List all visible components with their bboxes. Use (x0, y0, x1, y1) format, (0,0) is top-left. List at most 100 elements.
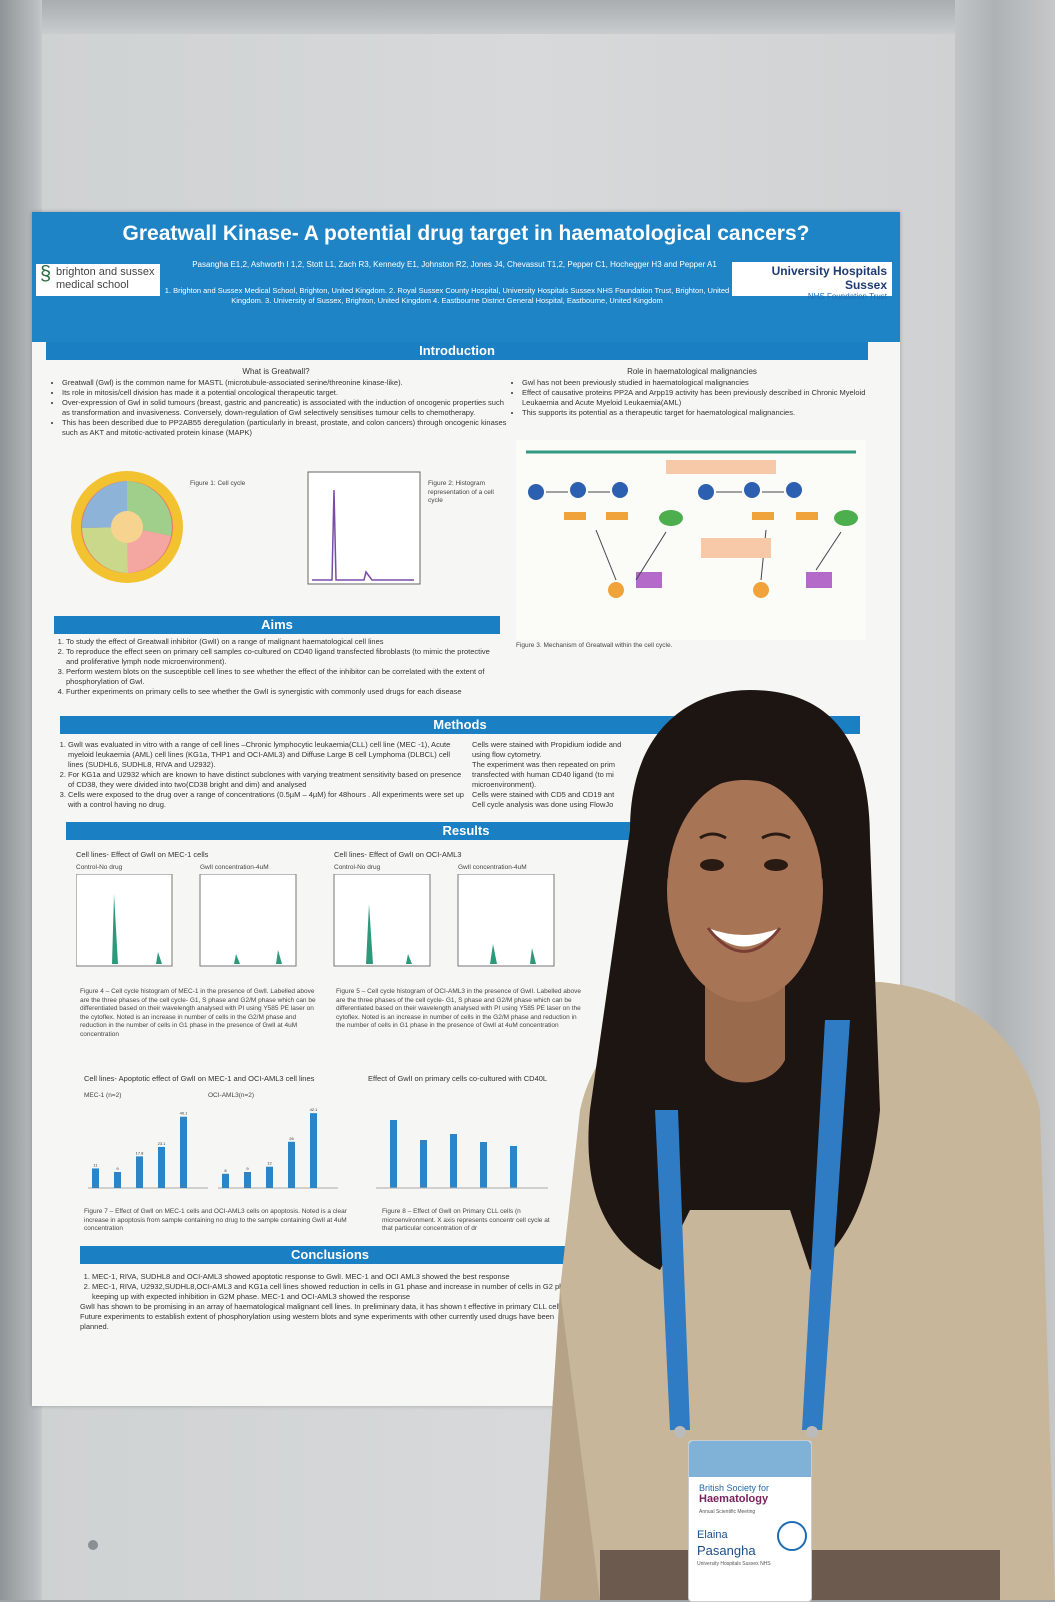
board-top-frame (0, 0, 1055, 34)
apoptosis-bar-label: 8 (224, 1168, 227, 1173)
bsms-logo-mark: § (40, 263, 52, 285)
poster-title: Greatwall Kinase- A potential drug targe… (122, 222, 810, 245)
list-item: microenvironment). (472, 780, 537, 789)
figure-1-caption: Figure 1: Cell cycle (190, 480, 246, 487)
list-item: Perform western blots on the susceptible… (66, 667, 504, 687)
badge-last-name: Pasangha (697, 1543, 756, 1558)
list-item: Its role in mitosis/cell division has ma… (62, 388, 507, 398)
apoptosis-bar (114, 1172, 121, 1188)
introduction-heading: Introduction (46, 342, 868, 360)
apoptosis-bar-label: 23.1 (158, 1141, 167, 1146)
primary-cells-bar-chart (376, 1120, 548, 1189)
list-item: transfected with human CD40 ligand (to m… (472, 770, 614, 779)
figure-4-caption: Figure 4 – Cell cycle histogram of MEC-1… (80, 988, 316, 1038)
apoptosis-bar (266, 1166, 273, 1188)
list-item: using flow cytometry. (472, 750, 542, 759)
bsms-logo: § brighton and sussex medical school (36, 264, 160, 296)
list-item: Greatwall (Gwl) is the common name for M… (62, 378, 507, 388)
uhs-logo-text: University Hospitals Sussex (771, 264, 887, 292)
figure-3-caption: Figure 3. Mechanism of Greatwall within … (516, 642, 673, 649)
mec1-control-label: Control-No drug (76, 864, 123, 871)
conclusions-list: MEC-1, RIVA, SUDHL8 and OCI-AML3 showed … (80, 1272, 580, 1332)
apoptosis-bar (158, 1146, 165, 1188)
mec1-panel-title: Cell lines- Effect of GwlI on MEC-1 cell… (76, 850, 209, 859)
apoptosis-bar (244, 1172, 251, 1188)
list-item: Cells were stained with CD5 and CD19 ant (472, 790, 615, 799)
apoptosis-bar (92, 1168, 99, 1188)
oci-panel-title: Cell lines- Effect of GwlI on OCI-AML3 (334, 850, 462, 859)
badge-affiliation: University Hospitals Sussex NHS (697, 1561, 771, 1567)
role-heading: Role in haematological malignancies (627, 367, 757, 376)
badge-banner-image (689, 1441, 811, 1477)
apoptosis-bar-label: 17.8 (136, 1150, 145, 1155)
list-item: This supports its potential as a therape… (522, 408, 872, 418)
what-is-greatwall-list: Greatwall (Gwl) is the common name for M… (52, 378, 507, 438)
figure-5-caption: Figure 5 – Cell cycle histogram of OCI-A… (336, 988, 581, 1029)
list-item: To reproduce the effect seen on primary … (66, 647, 504, 667)
list-item: This has been described due to PP2AB55 d… (62, 418, 507, 438)
conclusions-heading: Conclusions (80, 1246, 580, 1264)
apoptosis-bar (288, 1141, 295, 1188)
board-screw (88, 1540, 98, 1550)
list-item: Over-expression of Gwl in solid tumours … (62, 398, 507, 418)
oci-control-label: Control-No drug (334, 864, 381, 871)
apoptosis-bar-label: 9 (116, 1166, 119, 1171)
figure-2-caption: Figure 2: Histogram representation of a … (428, 480, 494, 504)
presenter-photo (540, 690, 1055, 1600)
apoptosis-bar (180, 1116, 187, 1188)
research-poster: Greatwall Kinase- A potential drug targe… (32, 212, 900, 1406)
list-item: To study the effect of Greatwall inhibit… (66, 637, 504, 647)
list-item: Cells were exposed to the drug over a ra… (68, 790, 466, 810)
apoptosis-title: Cell lines- Apoptotic effect of GwlI on … (84, 1074, 315, 1083)
apoptosis-bar-label: 11 (93, 1162, 98, 1167)
oci-drug-label: GwlI concentration-4uM (458, 864, 527, 871)
list-item: The experiment was then repeated on prim (472, 760, 615, 769)
apoptosis-bar-charts: 11 9 17.8 23.1 40.1 8 9 12 26 42.1 (88, 1107, 338, 1189)
list-item: Gwl has not been previously studied in h… (522, 378, 872, 388)
list-item: MEC-1, RIVA, SUDHL8 and OCI-AML3 showed … (92, 1272, 580, 1282)
figure-8-caption: Figure 8 – Effect of GwlI on Primary CLL… (382, 1208, 550, 1232)
aims-list: To study the effect of Greatwall inhibit… (54, 637, 504, 697)
oci-bar-label: OCI-AML3(n=2) (208, 1092, 255, 1099)
figure-7-caption: Figure 7 – Effect of GwlI on MEC-1 cells… (84, 1208, 347, 1232)
poster-affiliations: 1. Brighton and Sussex Medical School, B… (164, 286, 730, 305)
apoptosis-bar-label: 42.1 (310, 1107, 319, 1112)
uhs-logo: University Hospitals Sussex NHS Foundati… (732, 262, 892, 301)
mec1-bar-label: MEC-1 (n=2) (84, 1092, 122, 1099)
list-item: For KG1a and U2932 which are known to ha… (68, 770, 466, 790)
cell-cycle-histogram (307, 471, 421, 585)
qr-code-icon (777, 1521, 807, 1551)
primary-cells-title: Effect of GwlI on primary cells co-cultu… (368, 1074, 548, 1083)
bsms-logo-text: brighton and sussex medical school (56, 266, 155, 291)
list-item: GwlI was evaluated in vitro with a range… (68, 740, 466, 770)
cell-cycle-histograms (76, 874, 555, 967)
badge-first-name: Elaina (697, 1529, 728, 1541)
apoptosis-bar (310, 1113, 317, 1188)
greatwall-mechanism-diagram (516, 440, 866, 640)
what-is-greatwall-heading: What is Greatwall? (242, 367, 310, 376)
badge-organisation: British Society for Haematology (699, 1483, 799, 1505)
methods-heading: Methods (60, 716, 860, 734)
apoptosis-bar-label: 9 (246, 1166, 249, 1171)
list-item: Effect of causative proteins PP2A and Ar… (522, 388, 872, 408)
poster-authors: Pasangha E1,2, Ashworth I 1,2, Stott L1,… (192, 260, 717, 269)
badge-org-bold: Haematology (699, 1493, 769, 1505)
mec1-drug-label: GwlI concentration-4uM (200, 864, 269, 871)
apoptosis-bar-label: 40.1 (180, 1111, 189, 1116)
apoptosis-bar (136, 1156, 143, 1188)
apoptosis-bar-label: 26 (289, 1136, 294, 1141)
cell-cycle-diagram (71, 471, 183, 583)
list-item: MEC-1, RIVA, U2932,SUDHL8,OCI-AML3 and K… (92, 1282, 580, 1302)
badge-org-line: British Society for (699, 1483, 770, 1493)
methods-list-left: GwlI was evaluated in vitro with a range… (56, 740, 466, 810)
aims-heading: Aims (54, 616, 500, 634)
badge-meeting: Annual Scientific Meeting (699, 1509, 756, 1515)
apoptosis-bar-label: 12 (267, 1161, 272, 1166)
list-item: Cell cycle analysis was done using FlowJ… (472, 800, 614, 809)
uhs-logo-subtext: NHS Foundation Trust (807, 292, 887, 301)
conclusions-summary: GwlI has shown to be promising in an arr… (80, 1302, 566, 1331)
conference-badge: British Society for Haematology Annual S… (688, 1440, 812, 1602)
role-list: Gwl has not been previously studied in h… (512, 378, 872, 418)
list-item: Cells were stained with Propidium iodide… (472, 740, 622, 749)
apoptosis-bar (222, 1173, 229, 1188)
